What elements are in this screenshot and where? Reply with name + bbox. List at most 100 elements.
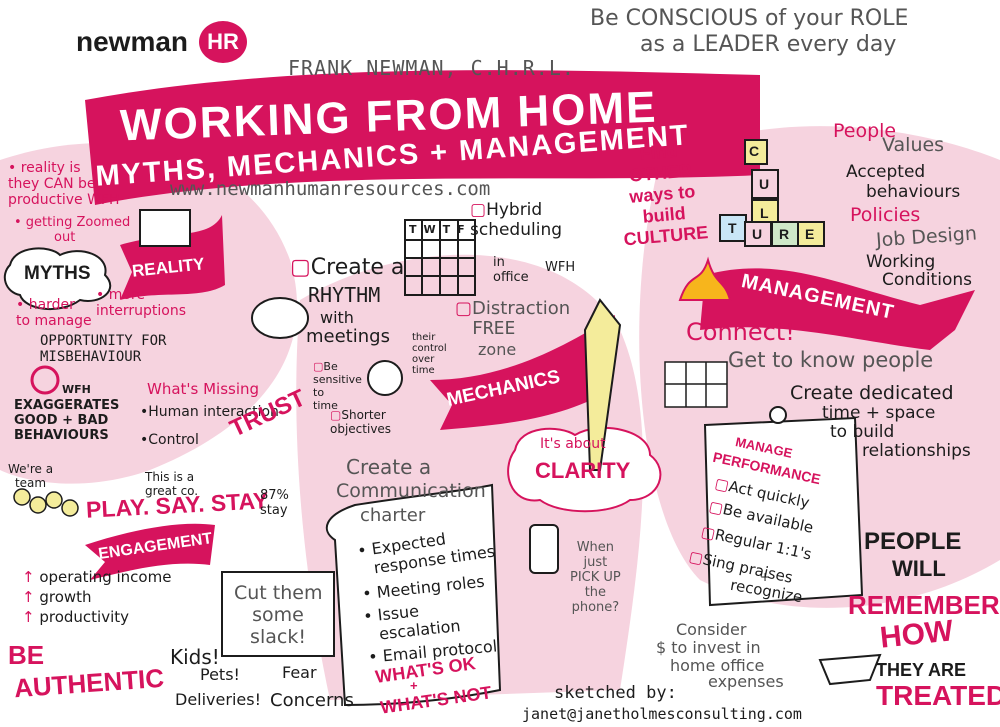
distraction-line2: FREE (472, 318, 516, 339)
people-sticks (13, 488, 79, 517)
rhythm-line4: meetings (306, 326, 390, 347)
author: FRANK NEWMAN, C.H.R.L. (288, 56, 575, 80)
pick-up-phone: When just PICK UP the phone? (570, 540, 621, 615)
culture-people: People (833, 120, 897, 142)
block-u: U (759, 176, 770, 192)
connect: Connect! (686, 318, 795, 346)
calendar-days: TWTF (409, 223, 472, 236)
slack-box (221, 571, 335, 657)
be-label: BE (8, 640, 45, 670)
charter-line2: Communication (336, 480, 486, 502)
charter-line1: Create a (346, 455, 432, 479)
opportunity-note: OPPORTUNITY FOR MISBEHAVIOUR (40, 333, 167, 365)
block-t: T (728, 220, 737, 236)
myths-label: MYTHS (24, 263, 91, 284)
drum-sketch (251, 297, 309, 339)
exaggerates-note: EXAGGERATES GOOD + BAD BEHAVIOURS (14, 398, 120, 443)
culture-behaviours: behaviours (866, 182, 961, 202)
hybrid-scheduling: ▢Hybrid scheduling (470, 200, 563, 240)
engagement-item-3: ↑ productivity (22, 608, 130, 626)
culture-policies: Policies (850, 204, 921, 226)
magnifier-sketch (30, 365, 60, 395)
myths-zone (0, 143, 298, 484)
website: www.newmanhumanresources.com (170, 178, 491, 200)
culture-working: Working (866, 252, 936, 272)
block-l: L (760, 205, 769, 221)
chair-sketch (818, 653, 882, 686)
credit-line2: janet@janetholmesconsulting.com (522, 705, 802, 723)
tagline-line1: Be CONSCIOUS of your ROLE (590, 6, 909, 31)
block-e: E (805, 226, 815, 242)
interruptions-note: • more interruptions (96, 287, 187, 319)
clipboard-sketch (703, 416, 864, 607)
fear: Fear (282, 663, 317, 682)
clarity-cloud (507, 427, 662, 513)
block-r: R (779, 226, 790, 242)
stay-stat: 87% stay (260, 488, 289, 518)
they-are-label: THEY ARE (876, 660, 967, 680)
distraction-line3: zone (478, 340, 517, 359)
wfh-label: WFH (545, 260, 576, 275)
video-grid (664, 361, 728, 408)
clock-sketch (367, 360, 403, 396)
perf-plus: + (760, 570, 771, 584)
cut-slack: Cut them some slack! (234, 582, 323, 648)
clarity-line1: It's about (540, 436, 606, 452)
reality-ribbon (120, 215, 225, 300)
control: •Control (140, 432, 199, 448)
remember-label: REMEMBER (848, 590, 1000, 620)
harder-note: • harder to manage (16, 297, 92, 329)
phone-sketch (529, 524, 559, 574)
title-banner (85, 70, 760, 205)
tools-sketch (583, 298, 622, 471)
shorter-note: ▢Shorter objectives (330, 408, 392, 436)
their-control: their control over time (412, 332, 447, 376)
culture-accepted: Accepted (846, 162, 926, 182)
whats-missing: What's Missing (147, 380, 260, 398)
sensitive-note: ▢Be sensitive to time (313, 360, 362, 412)
consider-line4: expenses (708, 672, 784, 691)
in-office: in office (493, 255, 529, 285)
human-interaction: •Human interaction (140, 404, 279, 420)
get-to-know: Get to know people (728, 348, 934, 372)
bubble-great-co: This is a great co. (145, 470, 199, 498)
deliveries: Deliveries! (175, 690, 261, 709)
charter-line3: charter (360, 505, 426, 526)
credit-line1: sketched by: (554, 683, 677, 703)
culture-values: Values (882, 134, 945, 156)
logo-name: newman (76, 26, 189, 57)
mechanics-ribbon (430, 315, 615, 430)
will-label: WILL (892, 556, 946, 581)
engagement-item-2: ↑ growth (22, 588, 92, 606)
rhythm-line3: with (320, 308, 354, 327)
engagement-item-1: ↑ operating income (22, 568, 172, 586)
wfh-tag: WFH (62, 383, 91, 396)
logo-badge: HR (199, 21, 247, 63)
block-c: C (749, 143, 760, 159)
zoomed-out-note: • getting Zoomed out (14, 215, 131, 245)
dedicated-line1: Create dedicated (790, 382, 954, 404)
block-u2: U (752, 226, 763, 242)
tagline-line2: as a LEADER every day (640, 32, 897, 57)
consider-line2: $ to invest in (656, 638, 761, 657)
culture-blocks (719, 139, 825, 247)
dedicated-line2: time + space (822, 403, 936, 423)
engagement-ribbon (85, 523, 215, 580)
calendar-sketch (404, 219, 476, 296)
dedicated-line3: to build (830, 422, 895, 442)
management-ribbon (700, 268, 975, 350)
monitor-sketch (139, 209, 191, 247)
rhythm-line2: RHYTHM (308, 283, 381, 307)
rhythm-line1: ▢Create a (290, 255, 405, 280)
consider-line1: Consider (676, 620, 747, 639)
pets: Pets! (200, 665, 240, 684)
treated-label: TREATED (876, 680, 1000, 711)
culture-conditions: Conditions (882, 270, 972, 290)
bubble-team: We're a team (8, 462, 54, 490)
kids: Kids! (170, 645, 220, 669)
distraction-line1: ▢Distraction (455, 298, 571, 319)
find-other: Find OTHER ways to build CULTURE (622, 140, 709, 250)
concerns: Concerns (270, 690, 354, 711)
myths-cloud (3, 247, 112, 311)
